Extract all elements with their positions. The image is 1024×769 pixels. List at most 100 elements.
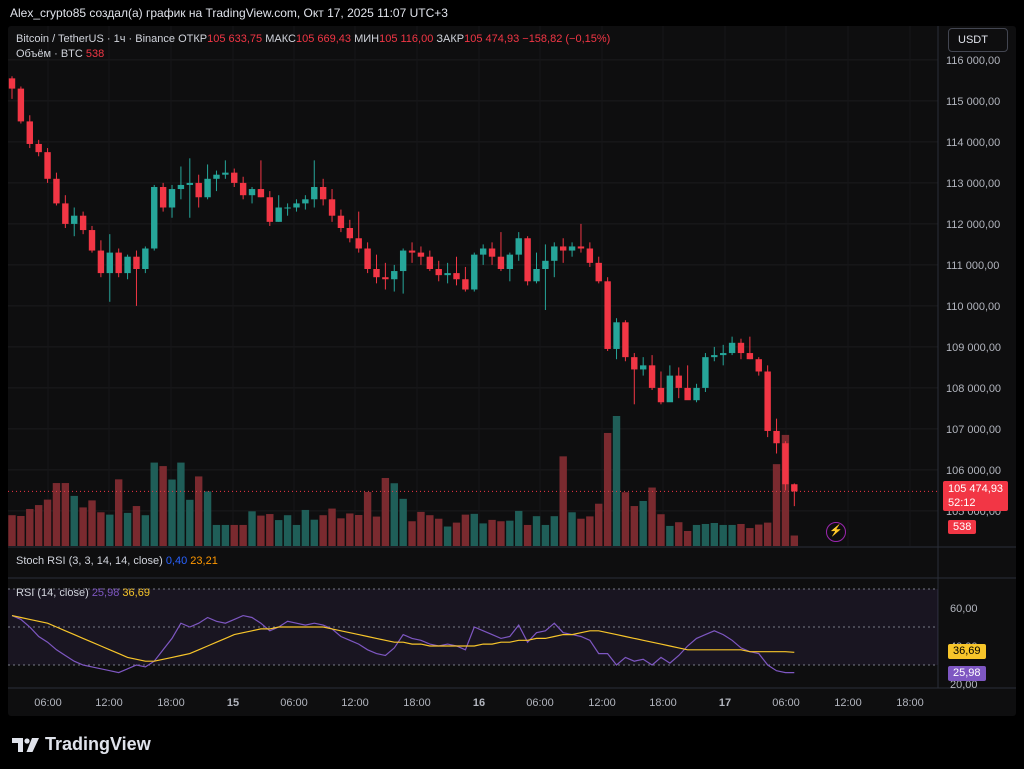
volume-bar (523, 524, 532, 546)
candle-body (124, 256, 131, 274)
volume-bar (79, 507, 87, 546)
volume-bar (461, 514, 470, 546)
volume-bar (612, 416, 621, 546)
volume-bar (168, 479, 176, 546)
candle-body (559, 246, 567, 251)
candle-body (782, 443, 789, 485)
price-tick-label: 114 000,00 (946, 137, 1000, 149)
candle-body (284, 207, 291, 209)
candle-body (106, 252, 113, 274)
volume-bar (532, 516, 541, 546)
stoch-k-value: 0,40 (165, 555, 188, 567)
volume-bar (399, 498, 407, 546)
low-label: МИН (354, 33, 380, 45)
candle-body (97, 250, 105, 274)
volume-bar (595, 503, 603, 546)
stoch-rsi-label[interactable]: Stoch RSI (3, 3, 14, 14, close) (16, 555, 163, 567)
volume-bar (701, 523, 710, 546)
rsi-legend: RSI (14, close) 25,98 36,69 (16, 587, 150, 599)
volume-bar (239, 524, 247, 546)
volume-bar (70, 495, 78, 546)
candle-body (515, 238, 522, 255)
volume-bar (328, 508, 336, 546)
volume-bar (728, 524, 736, 546)
volume-bar (26, 508, 34, 546)
tradingview-mark-icon (12, 737, 39, 752)
volume-bar (177, 462, 185, 546)
candle-body (471, 254, 478, 290)
volume-bar (221, 524, 230, 546)
volume-bar (435, 518, 443, 546)
volume-bar (710, 523, 719, 546)
candle-body (159, 187, 167, 208)
volume-bar (666, 525, 674, 546)
volume-bar (497, 521, 505, 546)
close-label: ЗАКР (436, 33, 465, 45)
volume-label[interactable]: Объём · BTC (16, 48, 83, 60)
volume-bar (568, 512, 576, 546)
volume-bar (657, 514, 665, 546)
candle-body (275, 207, 282, 222)
volume-bar (470, 513, 478, 546)
high-label: МАКС (265, 33, 296, 45)
candle-body (311, 187, 318, 200)
price-tick-label: 116 000,00 (946, 55, 1000, 67)
volume-bar (426, 515, 434, 546)
volume-bar (230, 524, 238, 546)
candle-body (453, 273, 460, 280)
candle-body (8, 78, 16, 89)
countdown-value: 52:12 (948, 497, 976, 509)
volume-bar (683, 530, 692, 546)
time-tick-label: 15 (227, 697, 239, 709)
rsi-label[interactable]: RSI (14, close) (16, 587, 89, 599)
volume-bar (541, 524, 550, 546)
candle-body (524, 238, 531, 282)
chart-svg[interactable]: 116 000,00 115 000,00 114 000,00 113 000,00… (8, 26, 1016, 716)
candle-body (79, 215, 87, 231)
time-tick-label: 12:00 (588, 697, 616, 709)
tradingview-logo[interactable]: TradingView (12, 734, 151, 755)
currency-button[interactable]: USDT (948, 28, 1008, 52)
chart-frame[interactable]: 116 000,00 115 000,00 114 000,00 113 000,00… (8, 26, 1016, 716)
rsi-tick-label: 60,00 (950, 603, 978, 615)
volume-bar (790, 535, 799, 546)
candle-body (115, 252, 122, 274)
volume-bar (577, 518, 585, 546)
volume-bar (52, 483, 61, 546)
volume-bar (34, 505, 43, 546)
volume-bar (150, 462, 158, 546)
volume-bar (452, 522, 461, 546)
chart-title: Alex_crypto85 создал(а) график на Tradin… (0, 0, 1024, 26)
candle-body (462, 279, 469, 290)
candle-body (239, 182, 247, 196)
time-tick-label: 12:00 (341, 697, 369, 709)
candle-body (773, 430, 780, 444)
volume-bar (88, 500, 96, 546)
candle-body (586, 248, 594, 263)
open-label: ОТКР (178, 33, 208, 45)
lightning-icon[interactable]: ⚡ (826, 522, 846, 542)
volume-bar (61, 483, 70, 546)
candle-body (373, 269, 380, 278)
candle-body (177, 184, 185, 190)
volume-bar (310, 519, 318, 546)
high-value: 105 669,43 (295, 33, 352, 45)
candle-body (791, 484, 798, 492)
candle-body (248, 189, 256, 196)
candle-body (488, 248, 496, 257)
candle-body (426, 256, 434, 269)
low-value: 105 116,00 (379, 33, 434, 45)
volume-bar (355, 515, 363, 546)
volume-bar (319, 515, 327, 546)
symbol-name[interactable]: Bitcoin / TetherUS · 1ч · Binance (16, 33, 175, 45)
volume-bar (479, 523, 487, 546)
volume-bar (781, 434, 790, 546)
volume-bar (292, 524, 301, 546)
candle-body (302, 199, 309, 204)
volume-bar (43, 499, 52, 546)
symbol-legend: Bitcoin / TetherUS · 1ч · Binance ОТКР 10… (16, 33, 610, 45)
rsi-ma-value-legend: 36,69 (122, 587, 150, 599)
price-tick-label: 108 000,00 (946, 383, 1001, 395)
volume-bar (639, 500, 647, 546)
volume-bar (390, 483, 398, 546)
